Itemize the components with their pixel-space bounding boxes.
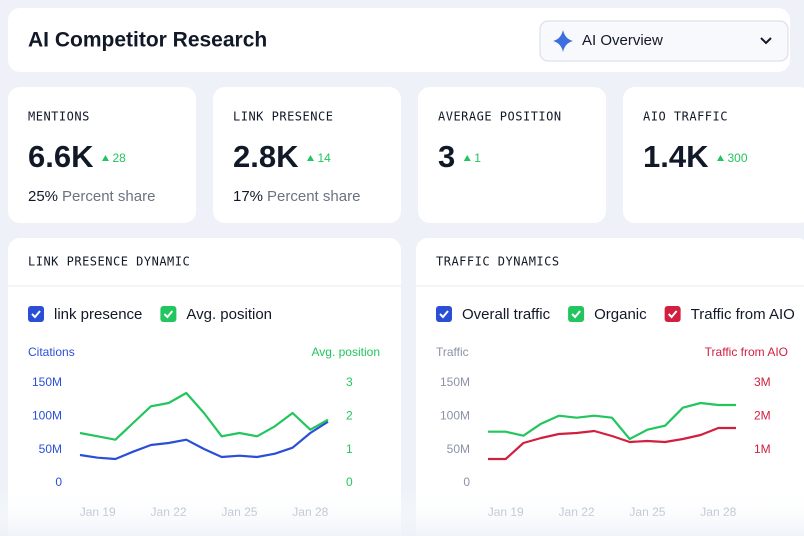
share-value: 25%	[28, 188, 58, 205]
sparkle-icon	[553, 30, 573, 52]
kpi-label: MENTIONS	[28, 110, 90, 124]
y2-tick-label: 3M	[754, 375, 771, 389]
kpi-label: LINK PRESENCE	[233, 110, 333, 124]
y-tick-label: 0	[463, 475, 470, 489]
y-tick-label: 50M	[39, 442, 62, 456]
legend-label: Overall traffic	[462, 306, 551, 323]
chart-card	[8, 238, 401, 536]
y-tick-label: 100M	[32, 409, 62, 423]
y-tick-label: 0	[55, 475, 62, 489]
y2-tick-label: 0	[346, 475, 353, 489]
kpi-value: 6.6K	[28, 139, 94, 174]
y-axis-label: Traffic	[436, 345, 469, 359]
legend-label: Traffic from AIO	[691, 306, 795, 323]
y-axis-label: Citations	[28, 345, 75, 359]
page-title: AI Competitor Research	[28, 29, 267, 52]
y2-tick-label: 1M	[754, 442, 771, 456]
share-label: Percent share	[267, 188, 360, 205]
up-arrow	[101, 155, 109, 161]
dropdown-label[interactable]: AI Overview	[582, 32, 663, 49]
kpi-card	[8, 87, 196, 223]
legend-checkbox[interactable]	[664, 306, 681, 322]
check-mark	[667, 310, 678, 319]
kpi-change: 14	[317, 151, 331, 165]
legend-label: link presence	[54, 306, 142, 323]
kpi-card	[213, 87, 401, 223]
legend-label: Organic	[594, 306, 647, 323]
kpi-change: 1	[474, 151, 481, 165]
legend-checkbox[interactable]	[160, 306, 177, 322]
y2-tick-label: 2M	[754, 409, 771, 423]
series-line	[488, 401, 736, 441]
kpi-share: 17% Percent share	[233, 188, 360, 205]
kpi-card	[418, 87, 606, 223]
y-tick-label: 150M	[32, 375, 62, 389]
kpi-value: 3	[438, 139, 455, 174]
kpi-change: 300	[727, 151, 747, 165]
chart-title: TRAFFIC DYNAMICS	[436, 255, 560, 269]
y-tick-label: 150M	[440, 375, 470, 389]
up-arrow	[306, 155, 314, 161]
chevron	[760, 37, 772, 45]
share-label: Percent share	[62, 188, 155, 205]
y2-axis-label: Avg. position	[312, 345, 381, 359]
check-mark	[31, 310, 41, 319]
y2-tick-label: 3	[346, 375, 353, 389]
kpi-change: 28	[112, 151, 126, 165]
kpi-share: 25% Percent share	[28, 188, 155, 205]
check-mark	[571, 310, 581, 319]
kpi-value: 1.4K	[643, 139, 709, 174]
series-line	[488, 426, 736, 461]
y2-tick-label: 1	[346, 442, 353, 456]
y-tick-label: 100M	[440, 409, 470, 423]
legend-checkbox[interactable]	[568, 306, 585, 322]
y2-tick-label: 2	[346, 409, 353, 423]
share-value: 17%	[233, 188, 263, 205]
legend-label: Avg. position	[186, 306, 272, 323]
y2-axis-label: Traffic from AIO	[705, 345, 788, 359]
series-line	[79, 420, 329, 461]
kpi-label: AVERAGE POSITION	[438, 110, 562, 124]
legend-checkbox[interactable]	[436, 306, 452, 322]
y-tick-label: 50M	[447, 442, 470, 456]
chart-card	[416, 238, 804, 536]
kpi-card	[623, 87, 804, 223]
series-line	[79, 391, 329, 441]
check-mark	[439, 310, 449, 319]
check-mark	[163, 310, 174, 319]
bottom-fade	[0, 488, 804, 536]
dropdown[interactable]	[539, 20, 789, 62]
up-arrow	[463, 155, 471, 161]
legend-checkbox[interactable]	[28, 306, 44, 322]
kpi-label: AIO TRAFFIC	[643, 110, 728, 124]
up-arrow	[716, 155, 724, 161]
kpi-value: 2.8K	[233, 139, 299, 174]
chart-title: LINK PRESENCE DYNAMIC	[28, 255, 190, 269]
